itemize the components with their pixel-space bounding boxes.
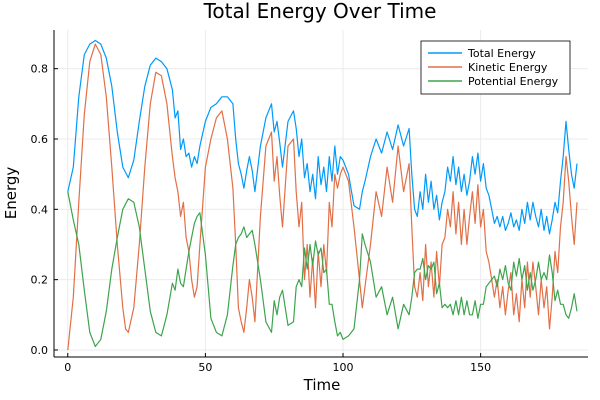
chart-title: Total Energy Over Time	[203, 0, 437, 23]
y-tick-label: 0.8	[31, 63, 49, 76]
y-axis-label: Energy	[2, 167, 20, 220]
x-axis-label: Time	[303, 376, 341, 394]
x-tick-label: 150	[470, 361, 491, 374]
series-line-kinetic	[67, 43, 578, 351]
legend-label-potential: Potential Energy	[468, 75, 559, 88]
axes	[53, 30, 588, 358]
tick-labels: 0 50 100 150 0.0 0.2 0.4 0.6 0.8	[31, 63, 492, 374]
legend: Total Energy Kinetic Energy Potential En…	[420, 40, 571, 95]
legend-label-kinetic: Kinetic Energy	[468, 61, 548, 74]
x-tick-label: 100	[333, 361, 354, 374]
series-line-potential	[67, 191, 578, 348]
plot-area	[67, 39, 578, 351]
y-tick-label: 0.4	[31, 203, 49, 216]
x-tick-label: 0	[64, 361, 71, 374]
y-tick-label: 0.0	[31, 344, 49, 357]
series-line-total	[67, 39, 578, 235]
y-tick-label: 0.2	[31, 274, 49, 287]
x-tick-label: 50	[198, 361, 212, 374]
y-tick-label: 0.6	[31, 133, 49, 146]
legend-label-total: Total Energy	[467, 47, 536, 60]
